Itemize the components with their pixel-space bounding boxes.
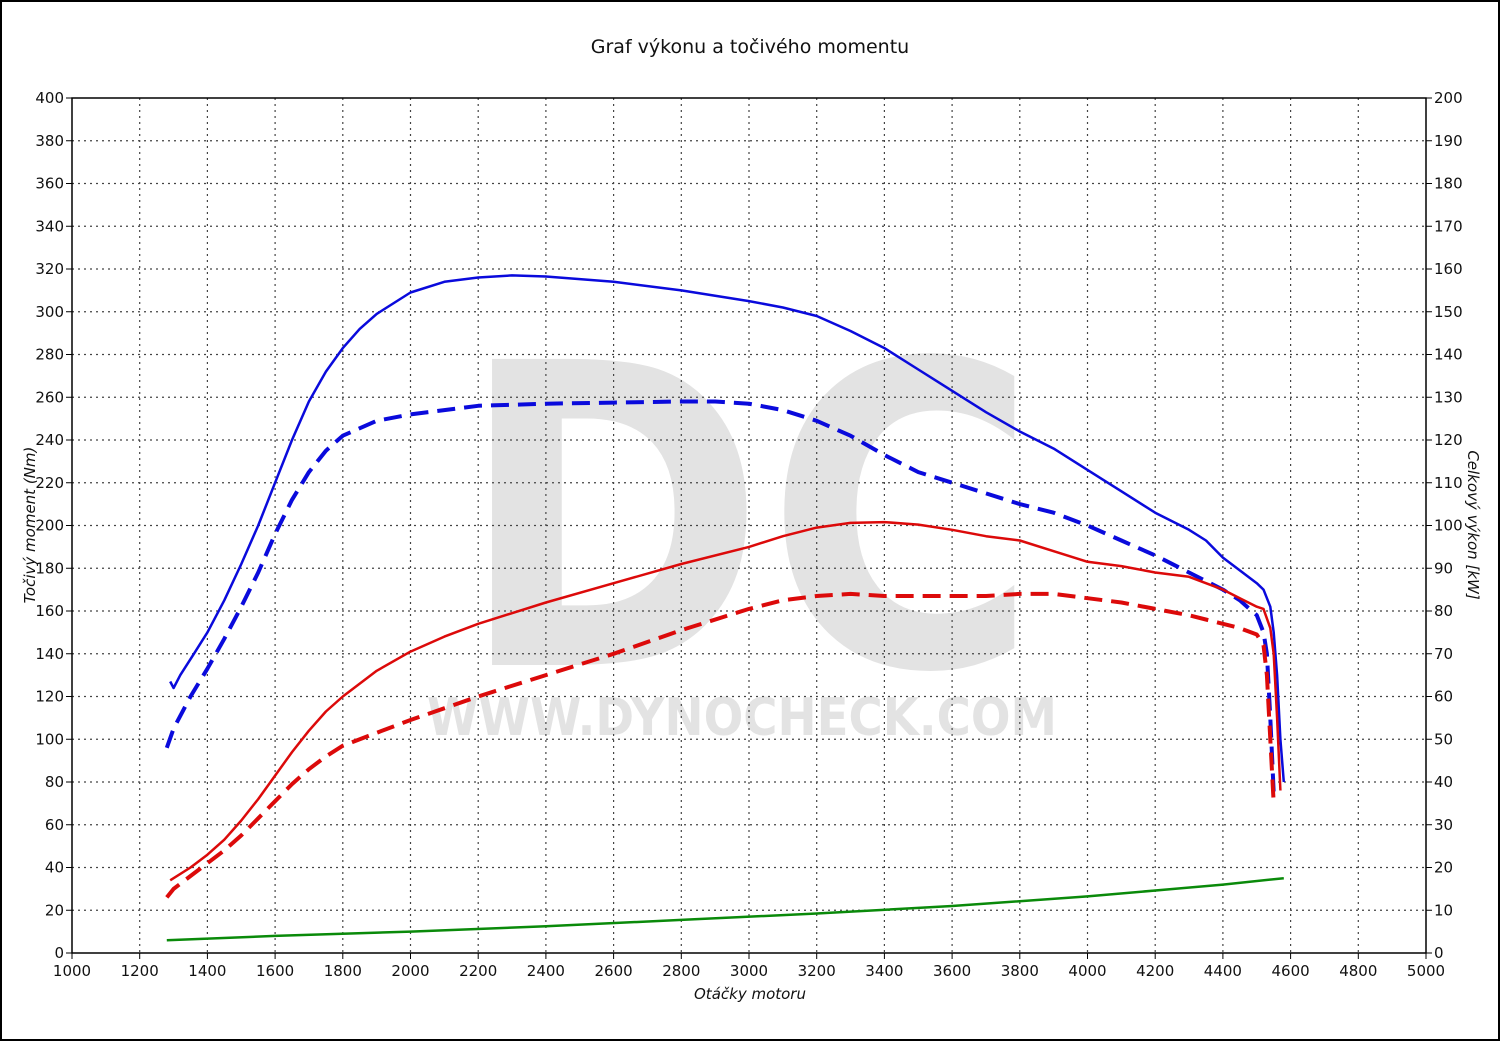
x-axis-label: Otáčky motoru [694,985,806,1003]
y-right-tick-label: 110 [1434,474,1463,492]
y-right-tick-label: 20 [1434,859,1453,877]
y-right-tick-label: 130 [1434,388,1463,406]
y-left-tick-label: 400 [35,89,64,107]
y-left-tick-label: 220 [35,474,64,492]
x-tick-label: 4600 [1272,962,1310,980]
y-right-tick-label: 200 [1434,89,1463,107]
y-right-axis-ticks: 0 10 20 30 40 50 60 70 80 90 100 110 120 130 140 150 160… [1426,89,1463,962]
y-right-tick-label: 140 [1434,346,1463,364]
x-tick-label: 2400 [527,962,565,980]
x-tick-label: 3800 [1001,962,1039,980]
y-right-tick-label: 0 [1434,944,1444,962]
x-tick-label: 4800 [1339,962,1377,980]
x-tick-label: 2200 [459,962,497,980]
y-right-tick-label: 40 [1434,773,1453,791]
x-tick-label: 3600 [933,962,971,980]
y-left-tick-label: 280 [35,346,64,364]
x-tick-label: 2800 [662,962,700,980]
y-right-tick-label: 90 [1434,559,1453,577]
y-right-tick-label: 10 [1434,901,1453,919]
y-left-axis-label: Točivý moment (Nm) [21,447,39,604]
series-line-2 [169,520,1282,882]
watermark-logo: DC [458,276,1038,765]
y-right-tick-label: 180 [1434,175,1463,193]
y-left-tick-label: 120 [35,688,64,706]
watermark-url: WWW.DYNOCHECK.COM [427,688,1057,748]
y-right-tick-label: 150 [1434,303,1463,321]
y-left-tick-label: 260 [35,388,64,406]
x-tick-label: 4200 [1136,962,1174,980]
y-left-tick-label: 320 [35,260,64,278]
y-left-tick-label: 160 [35,602,64,620]
y-left-tick-label: 140 [35,645,64,663]
x-tick-label: 1600 [256,962,294,980]
y-left-axis-ticks: 0 20 40 60 80 100 120 140 160 180 200 220 240 260 280 3… [35,89,72,962]
x-tick-label: 2600 [595,962,633,980]
watermark: DC WWW.DYNOCHECK.COM [427,276,1057,765]
y-left-tick-label: 20 [45,901,64,919]
x-tick-label: 4000 [1068,962,1106,980]
y-left-tick-label: 200 [35,517,64,535]
x-tick-label: 1200 [121,962,159,980]
series-line-0 [169,274,1286,783]
y-left-tick-label: 60 [45,816,64,834]
y-left-tick-label: 80 [45,773,64,791]
x-tick-label: 3000 [730,962,768,980]
y-left-tick-label: 340 [35,217,64,235]
y-left-tick-label: 180 [35,559,64,577]
y-right-tick-label: 170 [1434,217,1463,235]
y-right-tick-label: 160 [1434,260,1463,278]
series-line-4 [166,876,1284,942]
y-right-tick-label: 60 [1434,688,1453,706]
y-right-tick-label: 50 [1434,730,1453,748]
x-tick-label: 2000 [391,962,429,980]
y-left-tick-label: 360 [35,175,64,193]
series-group [164,274,1286,942]
x-tick-label: 1800 [324,962,362,980]
grid [72,98,1426,953]
y-right-axis-label: Celkový výkon [kW] [1464,450,1482,600]
x-tick-label: 5000 [1407,962,1445,980]
chart-title: Graf výkonu a točivého momentu [591,36,909,58]
y-right-tick-label: 30 [1434,816,1453,834]
y-right-tick-label: 70 [1434,645,1453,663]
x-tick-label: 4400 [1204,962,1242,980]
series-line-1 [164,399,1276,793]
y-left-tick-label: 100 [35,730,64,748]
y-left-tick-label: 240 [35,431,64,449]
y-left-tick-label: 380 [35,132,64,150]
y-left-tick-label: 300 [35,303,64,321]
y-right-tick-label: 100 [1434,517,1463,535]
x-axis-ticks: 1000 1200 1400 1600 1800 2000 2200 2400 2600 2800… [53,953,1445,980]
y-right-tick-label: 190 [1434,132,1463,150]
x-tick-label: 1000 [53,962,91,980]
y-left-tick-label: 40 [45,859,64,877]
y-left-tick-label: 0 [54,944,64,962]
y-right-tick-label: 120 [1434,431,1463,449]
x-tick-label: 1400 [188,962,226,980]
x-tick-label: 3400 [865,962,903,980]
y-right-tick-label: 80 [1434,602,1453,620]
x-tick-label: 3200 [798,962,836,980]
